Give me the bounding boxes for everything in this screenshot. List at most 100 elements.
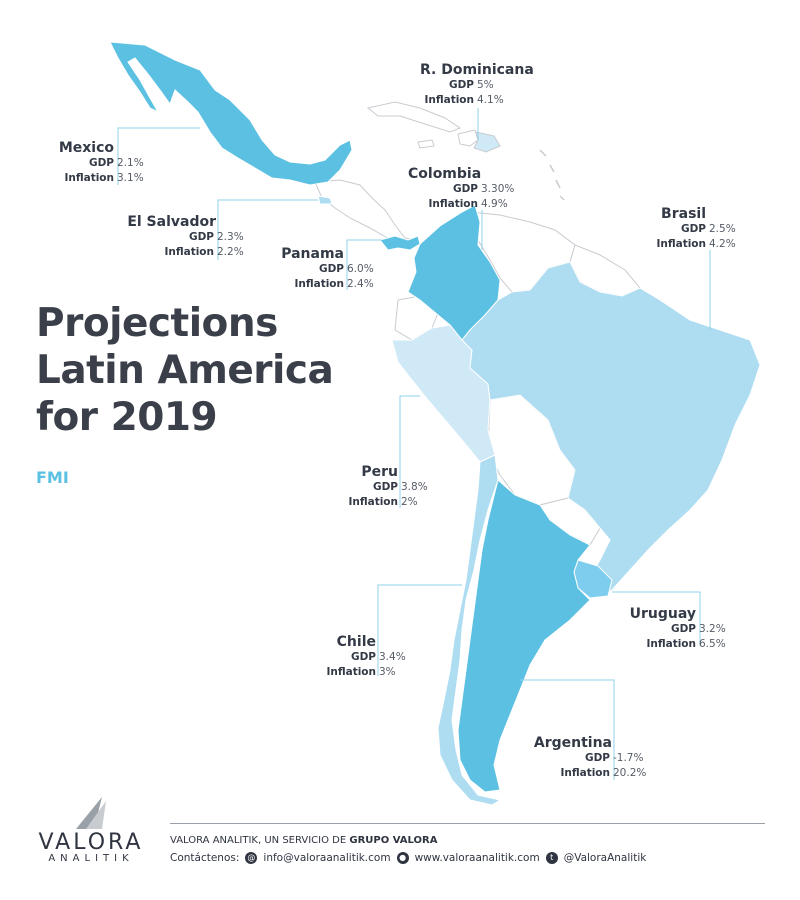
inflation-label: Inflation [560,767,610,779]
country-name: R. Dominicana [420,62,534,78]
country-name: Colombia [408,166,482,182]
footer-tagline-bold: GRUPO VALORA [349,835,438,846]
gdp-label: GDP [350,651,376,663]
callout-mexico: Mexico GDP 2.1% Inflation 3.1% [40,140,170,186]
inflation-label: Inflation [326,666,376,678]
country-name: Mexico [58,140,114,156]
title-line-2: Latin America [36,348,334,393]
inflation-value: 2.4% [347,278,374,290]
argentina-leader [520,679,615,780]
inflation-label: Inflation [656,238,706,250]
mexico-leader [117,127,200,185]
gdp-value: 2.1% [117,157,144,169]
gdp-value: -1.7% [613,752,644,764]
callout-peru: Peru GDP 3.8% Inflation 2% [320,464,460,510]
inflation-label: Inflation [294,278,344,290]
mexico-shape [109,41,353,186]
footer-tagline: VALORA ANALITIK, UN SERVICIO DE GRUPO VA… [170,835,437,846]
callout-brasil: Brasil GDP 2.5% Inflation 4.2% [630,206,770,252]
gdp-value: 3.30% [481,183,515,195]
callout-el-salvador: El Salvador GDP 2.3% Inflation 2.2% [100,214,260,260]
inflation-value: 4.1% [477,94,504,106]
country-name: Panama [281,246,344,262]
lesser-antilles-outline [539,149,565,201]
footer-tagline-prefix: VALORA ANALITIK, UN SERVICIO DE [170,835,350,846]
gdp-label: GDP [318,263,344,275]
country-name: Uruguay [629,606,696,622]
gdp-label: GDP [372,481,398,493]
brasil-shape [461,261,761,599]
contact-label: Contáctenos: [170,852,240,864]
gdp-label: GDP [88,157,114,169]
inflation-value: 3% [379,666,396,678]
gdp-value: 3.2% [699,623,726,635]
inflation-label: Inflation [164,246,214,258]
gdp-label: GDP [680,223,706,235]
argentina-shape [457,479,591,793]
brand: VALORA ANALITIK [36,830,146,864]
inflation-label: Inflation [348,496,398,508]
gdp-value: 6.0% [347,263,374,275]
inflation-value: 2.2% [217,246,244,258]
gdp-label: GDP [448,79,474,91]
brand-subtitle: ANALITIK [48,853,134,864]
leader-lines [117,108,711,780]
page-title: Projections Latin America for 2019 [36,300,334,441]
title-line-1: Projections [36,301,278,346]
footer-divider [170,823,765,824]
source-label: FMI [36,468,69,487]
web-link[interactable]: www.valoraanalitik.com [414,852,540,864]
jamaica-outline [417,139,435,149]
inflation-value: 3.1% [117,172,144,184]
gdp-value: 2.5% [709,223,736,235]
brand-name: VALORA [38,830,144,855]
el-salvador-shape [317,195,333,205]
inflation-value: 20.2% [613,767,647,779]
gdp-label: GDP [452,183,478,195]
callout-panama: Panama GDP 6.0% Inflation 2.4% [260,246,390,292]
email-icon: @ [245,852,258,864]
inflation-label: Inflation [646,638,696,650]
email-link[interactable]: info@valoraanalitik.com [263,852,391,864]
inflation-label: Inflation [64,172,114,184]
inflation-value: 4.9% [481,198,508,210]
inflation-label: Inflation [428,198,478,210]
valora-logo-icon [76,797,106,829]
chile-leader [377,584,462,676]
gdp-label: GDP [670,623,696,635]
inflation-label: Inflation [424,94,474,106]
gdp-value: 3.4% [379,651,406,663]
gdp-value: 2.3% [217,231,244,243]
el-salvador-leader [217,199,318,260]
title-line-3: for 2019 [36,395,218,440]
country-name: Peru [361,464,398,480]
inflation-value: 6.5% [699,638,726,650]
uruguay-leader [612,591,701,646]
twitter-icon: t [545,852,558,864]
inflation-value: 2% [401,496,418,508]
panama-leader [346,239,382,290]
callout-colombia: Colombia GDP 3.30% Inflation 4.9% [400,166,560,212]
globe-icon: ● [396,852,409,864]
inflation-value: 4.2% [709,238,736,250]
chile-shape [437,454,502,806]
hispaniola-outline [457,129,479,147]
gdp-label: GDP [584,752,610,764]
country-name: El Salvador [127,214,216,230]
callout-uruguay: Uruguay GDP 3.2% Inflation 6.5% [600,606,760,652]
country-name: Chile [336,634,376,650]
gdp-value: 5% [477,79,494,91]
footer-contacts: Contáctenos: @ info@valoraanalitik.com ●… [170,852,646,864]
cuba-outline [366,101,462,133]
peru-shape [391,324,496,463]
callout-argentina: Argentina GDP -1.7% Inflation 20.2% [520,735,700,781]
callout-dominicana: R. Dominicana GDP 5% Inflation 4.1% [400,62,560,108]
country-name: Brasil [661,206,706,222]
gdp-value: 3.8% [401,481,428,493]
country-name: Argentina [533,735,612,751]
twitter-link[interactable]: @ValoraAnalitik [563,852,647,864]
peru-leader [399,395,420,508]
callout-chile: Chile GDP 3.4% Inflation 3% [300,634,440,680]
gdp-label: GDP [188,231,214,243]
